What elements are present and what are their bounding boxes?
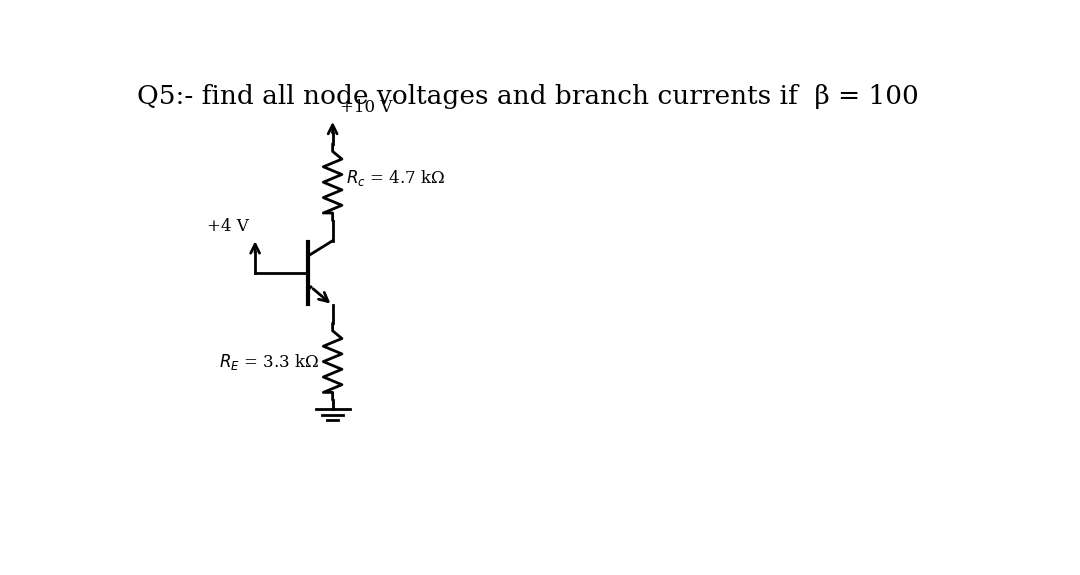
Text: Q5:- find all node voltages and branch currents if  β = 100: Q5:- find all node voltages and branch c… <box>136 85 918 109</box>
Text: +4 V: +4 V <box>207 218 248 235</box>
Text: +10 V: +10 V <box>340 99 393 116</box>
Text: $R_c$ = 4.7 kΩ: $R_c$ = 4.7 kΩ <box>346 168 445 189</box>
Text: $R_E$ = 3.3 kΩ: $R_E$ = 3.3 kΩ <box>219 351 320 371</box>
